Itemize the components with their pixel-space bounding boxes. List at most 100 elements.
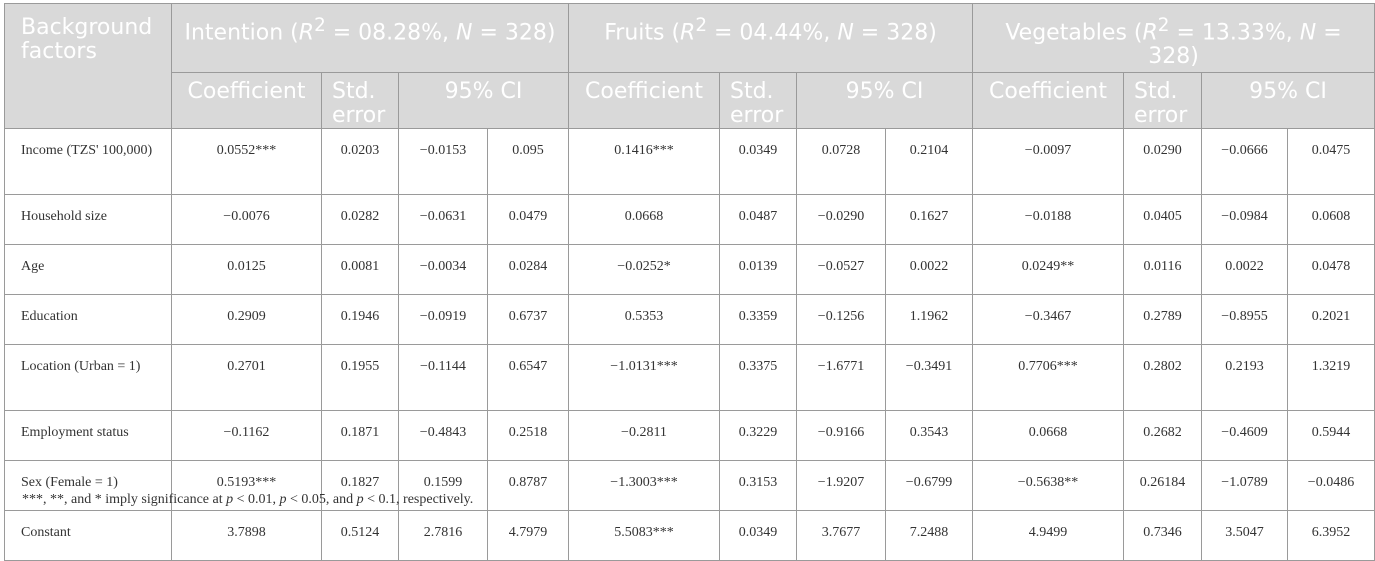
header-ci: 95% CI [1201, 72, 1375, 129]
table-cell: 3.5047 [1201, 510, 1288, 561]
table-cell: 0.0282 [321, 194, 399, 245]
header-coefficient: Coefficient [568, 72, 720, 129]
table-cell: 0.0479 [487, 194, 569, 245]
row-label: Household size [4, 194, 172, 245]
table-cell: −0.0076 [171, 194, 322, 245]
table-cell: 5.5083*** [568, 510, 720, 561]
table-cell: 0.0728 [796, 128, 886, 195]
table-cell: 0.1416*** [568, 128, 720, 195]
table-cell: 0.0022 [1201, 244, 1288, 295]
table-cell: 0.2518 [487, 410, 569, 461]
footnote: ***, **, and * imply significance at p <… [22, 492, 474, 507]
table-cell: 0.2021 [1287, 294, 1375, 345]
table-cell: 0.6737 [487, 294, 569, 345]
table-cell: 0.0405 [1123, 194, 1202, 245]
table-cell: 0.5353 [568, 294, 720, 345]
table-cell: 0.095 [487, 128, 569, 195]
table-row: Sex (Female = 1) 0.5193*** 0.1827 0.1599 0.8… [4, 460, 1375, 511]
table-cell: 0.1946 [321, 294, 399, 345]
table-cell: −0.0153 [398, 128, 488, 195]
header-row-subcolumns: Coefficient Std. error 95% CI Coefficien… [5, 72, 1375, 129]
table-cell: −0.1256 [796, 294, 886, 345]
table-row: Constant 3.7898 0.5124 2.7816 4.7979 5.5083**… [4, 510, 1375, 561]
table-cell: 0.0478 [1287, 244, 1375, 295]
table-cell: 4.7979 [487, 510, 569, 561]
table-cell: 0.3229 [719, 410, 797, 461]
table-cell: 0.26184 [1123, 460, 1202, 511]
table-cell: 0.0284 [487, 244, 569, 295]
table-cell: 3.7898 [171, 510, 322, 561]
table-cell: 2.7816 [398, 510, 488, 561]
row-label: Income (TZS' 100,000) [4, 128, 172, 195]
table-cell: −0.6799 [885, 460, 973, 511]
table-cell: 0.3543 [885, 410, 973, 461]
table-cell: 1.3219 [1287, 344, 1375, 411]
table-cell: 4.9499 [972, 510, 1124, 561]
table-cell: −0.0984 [1201, 194, 1288, 245]
header-ci: 95% CI [796, 72, 973, 129]
table-cell: 0.0668 [568, 194, 720, 245]
table-cell: 0.5193*** [171, 460, 322, 511]
table-cell: −0.1144 [398, 344, 488, 411]
table-cell: −0.5638** [972, 460, 1124, 511]
table-cell: 0.0349 [719, 510, 797, 561]
table-row: Education 0.2909 0.1946 −0.0919 0.6737 0.5353… [4, 294, 1375, 345]
table-cell: 0.8787 [487, 460, 569, 511]
table-cell: −0.2811 [568, 410, 720, 461]
table-cell: −0.0097 [972, 128, 1124, 195]
table-cell: −0.0252* [568, 244, 720, 295]
table-row: Income (TZS' 100,000) 0.0552*** 0.0203 −0.0… [4, 128, 1375, 195]
table-cell: −0.0486 [1287, 460, 1375, 511]
row-label: Employment status [4, 410, 172, 461]
table-cell: −0.0290 [796, 194, 886, 245]
table-cell: 0.2682 [1123, 410, 1202, 461]
table-cell: 0.7346 [1123, 510, 1202, 561]
table-cell: 0.0022 [885, 244, 973, 295]
header-std-error: Std. error [321, 72, 399, 129]
table-cell: 0.6547 [487, 344, 569, 411]
row-label: Education [4, 294, 172, 345]
table-cell: −1.9207 [796, 460, 886, 511]
table-cell: 0.0349 [719, 128, 797, 195]
header-group-vegetables: Vegetables (R2 = 13.33%, N = 328) [972, 3, 1375, 73]
table-cell: 0.0487 [719, 194, 797, 245]
table-cell: 0.0081 [321, 244, 399, 295]
table-cell: 7.2488 [885, 510, 973, 561]
regression-table: Background factors Intention (R2 = 08.28… [4, 3, 1375, 561]
table-cell: 3.7677 [796, 510, 886, 561]
table-cell: −0.4843 [398, 410, 488, 461]
row-label: Constant [4, 510, 172, 561]
table-cell: −0.0666 [1201, 128, 1288, 195]
header-row-groups: Background factors Intention (R2 = 08.28… [4, 3, 1375, 129]
table-cell: 0.0290 [1123, 128, 1202, 195]
table-cell: −0.3467 [972, 294, 1124, 345]
row-label: Sex (Female = 1) [4, 460, 172, 511]
table-cell: 0.0668 [972, 410, 1124, 461]
table-cell: 0.2701 [171, 344, 322, 411]
table-cell: 0.1627 [885, 194, 973, 245]
table-cell: 0.2104 [885, 128, 973, 195]
table-cell: 0.0475 [1287, 128, 1375, 195]
table-cell: 0.2789 [1123, 294, 1202, 345]
table-row: Household size −0.0076 0.0282 −0.0631 0.0479… [4, 194, 1375, 245]
table-cell: 6.3952 [1287, 510, 1375, 561]
header-background-factors: Background factors [4, 3, 172, 129]
table-cell: −1.0789 [1201, 460, 1288, 511]
table-cell: −1.3003*** [568, 460, 720, 511]
table-cell: −0.0919 [398, 294, 488, 345]
table-cell: 0.2802 [1123, 344, 1202, 411]
table-cell: 0.5944 [1287, 410, 1375, 461]
table-cell: −0.0631 [398, 194, 488, 245]
table-cell: 0.0139 [719, 244, 797, 295]
table-row: Location (Urban = 1) 0.2701 0.1955 −0.1144 0… [4, 344, 1375, 411]
header-group-intention: Intention (R2 = 08.28%, N = 328) [171, 3, 569, 73]
table-row: Employment status −0.1162 0.1871 −0.4843 0.2… [4, 410, 1375, 461]
table-cell: 0.2193 [1201, 344, 1288, 411]
table-cell: 1.1962 [885, 294, 973, 345]
table-cell: 0.3153 [719, 460, 797, 511]
table-cell: 0.2909 [171, 294, 322, 345]
table-cell: 0.3359 [719, 294, 797, 345]
table-cell: −0.3491 [885, 344, 973, 411]
table-cell: 0.0116 [1123, 244, 1202, 295]
table-cell: −0.0527 [796, 244, 886, 295]
